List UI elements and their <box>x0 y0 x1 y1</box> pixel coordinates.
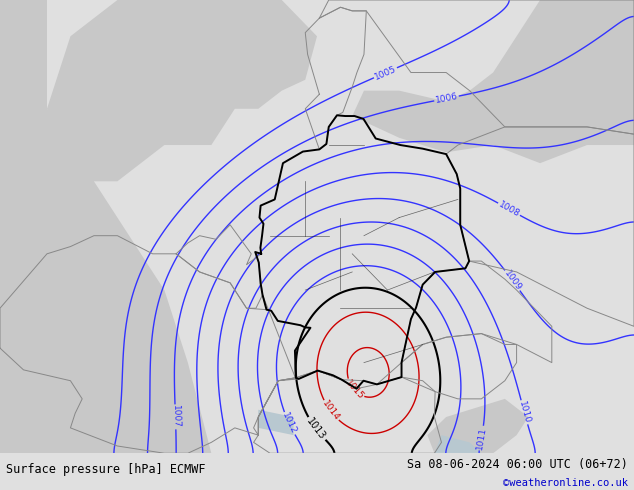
Text: 1009: 1009 <box>502 269 523 293</box>
Text: Surface pressure [hPa] ECMWF: Surface pressure [hPa] ECMWF <box>6 463 206 476</box>
Polygon shape <box>353 0 634 163</box>
Text: Sa 08-06-2024 06:00 UTC (06+72): Sa 08-06-2024 06:00 UTC (06+72) <box>407 458 628 471</box>
Text: 1011: 1011 <box>475 426 488 450</box>
Polygon shape <box>427 399 528 453</box>
Text: 1013: 1013 <box>305 416 328 442</box>
Polygon shape <box>434 435 481 453</box>
Polygon shape <box>0 0 211 453</box>
Text: 1015: 1015 <box>343 378 365 401</box>
Polygon shape <box>47 0 317 181</box>
Text: 1007: 1007 <box>171 405 180 429</box>
Text: 1006: 1006 <box>434 92 458 105</box>
Polygon shape <box>258 410 294 435</box>
Text: ©weatheronline.co.uk: ©weatheronline.co.uk <box>503 478 628 489</box>
Text: 1005: 1005 <box>373 64 398 81</box>
Text: 1010: 1010 <box>517 400 532 425</box>
Text: 1014: 1014 <box>320 399 341 423</box>
Text: 1008: 1008 <box>497 199 521 219</box>
Text: 1012: 1012 <box>280 411 298 436</box>
